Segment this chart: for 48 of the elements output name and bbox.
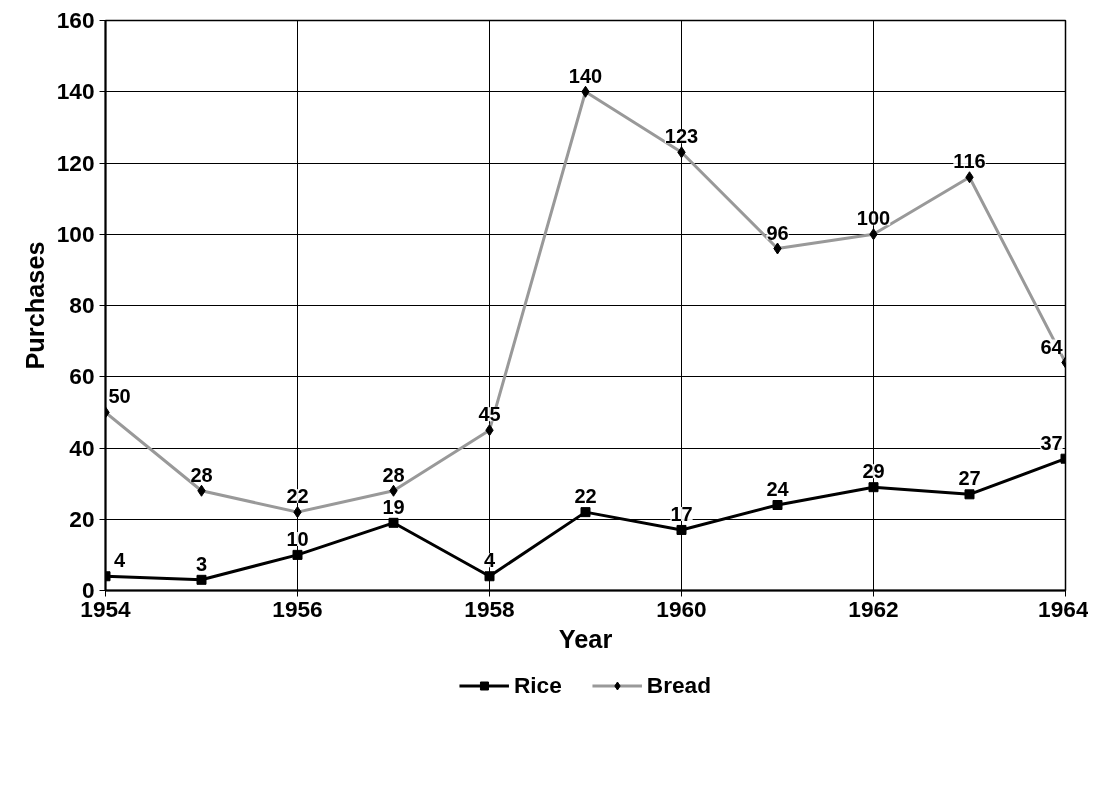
- point: [772, 500, 783, 510]
- x-tick-label: 1964: [1038, 595, 1089, 622]
- x-axis-title: Year: [558, 624, 613, 653]
- data-label: 50: [108, 385, 131, 408]
- data-label: 123: [664, 125, 699, 148]
- y-tick-label: 20: [69, 505, 95, 532]
- data-label: 17: [670, 502, 693, 525]
- data-label: 37: [1040, 431, 1063, 454]
- y-tick-label: 160: [56, 7, 95, 33]
- y-tick-label: 40: [69, 434, 95, 461]
- data-label: 116: [953, 150, 986, 173]
- data-label: 10: [286, 527, 309, 550]
- y-tick-label: 100: [56, 220, 95, 247]
- data-label: 96: [766, 221, 789, 244]
- data-label: 28: [382, 463, 405, 486]
- y-axis-title: Purchases: [20, 241, 49, 370]
- data-label: 4: [483, 549, 496, 572]
- point: [676, 524, 687, 535]
- point: [292, 549, 303, 560]
- point: [196, 574, 207, 585]
- data-label: 22: [286, 485, 309, 508]
- point: [964, 489, 975, 500]
- x-tick-label: 1962: [848, 595, 899, 622]
- data-label: 140: [568, 64, 603, 87]
- x-tick-label: 1956: [272, 595, 323, 622]
- data-label: 3: [195, 552, 208, 575]
- y-tick-label: 120: [56, 149, 95, 176]
- data-label: 100: [856, 207, 891, 230]
- point: [868, 482, 879, 493]
- data-label: 45: [478, 403, 501, 426]
- legend-label: Rice: [513, 671, 562, 699]
- data-label: 4: [113, 549, 126, 572]
- data-label: 22: [574, 485, 597, 508]
- data-label: 29: [862, 460, 885, 483]
- y-tick-label: 60: [69, 363, 95, 390]
- x-tick-label: 1958: [464, 595, 515, 622]
- data-label: 24: [766, 478, 790, 500]
- data-label: 19: [382, 495, 405, 518]
- data-label: 27: [958, 467, 981, 490]
- y-tick-label: 140: [56, 78, 95, 105]
- legend-label: Bread: [646, 671, 712, 699]
- data-label: 28: [190, 463, 213, 486]
- data-label: 64: [1040, 335, 1064, 358]
- x-tick-label: 1960: [656, 595, 707, 622]
- point: [484, 571, 495, 582]
- point: [388, 517, 399, 528]
- point: [580, 507, 591, 518]
- y-tick-label: 80: [69, 292, 95, 318]
